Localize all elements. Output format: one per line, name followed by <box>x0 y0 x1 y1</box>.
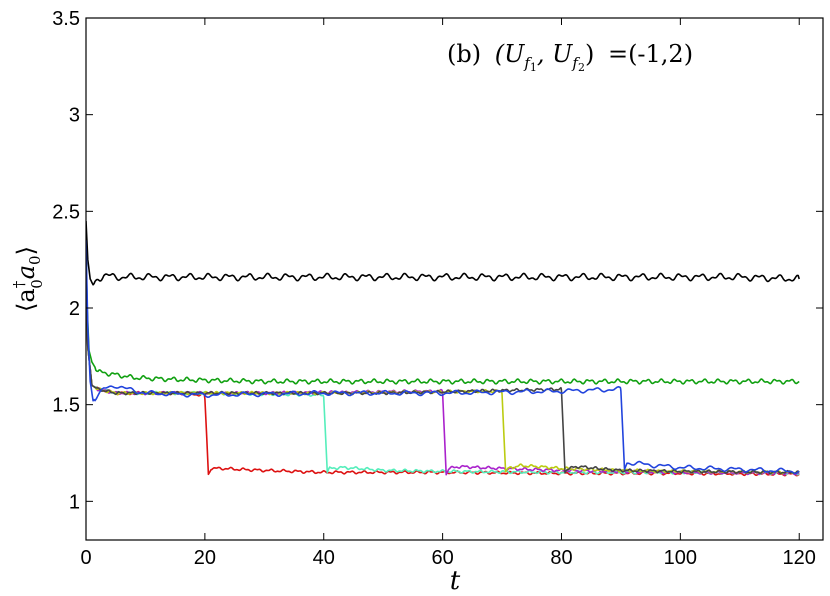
annotation-panel: (b) <box>447 40 481 68</box>
annotation-value: =(-1,2) <box>608 40 693 68</box>
y-tick-label: 1 <box>69 491 80 513</box>
series-line <box>86 269 800 476</box>
annotation-sub-2: 2 <box>578 61 585 74</box>
y-tick-label: 2.5 <box>52 201 80 223</box>
panel-annotation: (b) (Uf1, Uf2) =(-1,2) <box>447 40 693 74</box>
annotation-sep: , U <box>537 40 573 68</box>
annotation-sub-f2: f <box>571 54 580 72</box>
series-line <box>86 269 800 477</box>
plot-frame <box>85 17 824 541</box>
y-tick-label: 3 <box>69 105 80 127</box>
x-tick-label: 80 <box>550 547 572 569</box>
annotation-sub-f1: f <box>523 54 532 72</box>
series-line <box>86 269 800 475</box>
y-tick-label: 1.5 <box>52 395 80 417</box>
svg-text:⟨a†0a0⟩: ⟨a†0a0⟩ <box>10 246 46 312</box>
annotation-pair-close: ) <box>585 40 594 68</box>
series-line <box>86 269 800 475</box>
ticks-layer: 0 20 40 60 80 100 120 1 1.5 2 2.5 3 3.5 <box>52 8 823 569</box>
y-axis-label: ⟨a†0a0⟩ <box>10 246 46 312</box>
y-axis-label-open: ⟨a <box>12 288 40 312</box>
y-axis-label-sub: 0 <box>28 279 46 289</box>
series-line <box>86 269 800 476</box>
y-axis-label-dagger: † <box>10 280 28 288</box>
x-tick-label: 120 <box>783 547 816 569</box>
y-tick-label: 2 <box>69 298 80 320</box>
x-tick-label: 40 <box>313 547 335 569</box>
y-axis-label-close: ⟩ <box>12 246 40 255</box>
series-layer <box>86 220 800 477</box>
series-line <box>86 249 800 385</box>
annotation-pair-open: (U <box>495 40 525 68</box>
x-tick-label: 0 <box>80 547 91 569</box>
annotation-sub-1: 1 <box>530 61 537 74</box>
series-line <box>86 240 800 475</box>
x-axis-label: t <box>450 566 461 596</box>
x-tick-label: 60 <box>431 547 453 569</box>
series-line <box>86 220 800 286</box>
y-axis-label-mid: a <box>12 265 40 279</box>
x-tick-label: 100 <box>664 547 697 569</box>
y-tick-label: 3.5 <box>52 8 80 30</box>
x-tick-label: 20 <box>194 547 216 569</box>
y-axis-label-sub2: 0 <box>26 255 44 265</box>
